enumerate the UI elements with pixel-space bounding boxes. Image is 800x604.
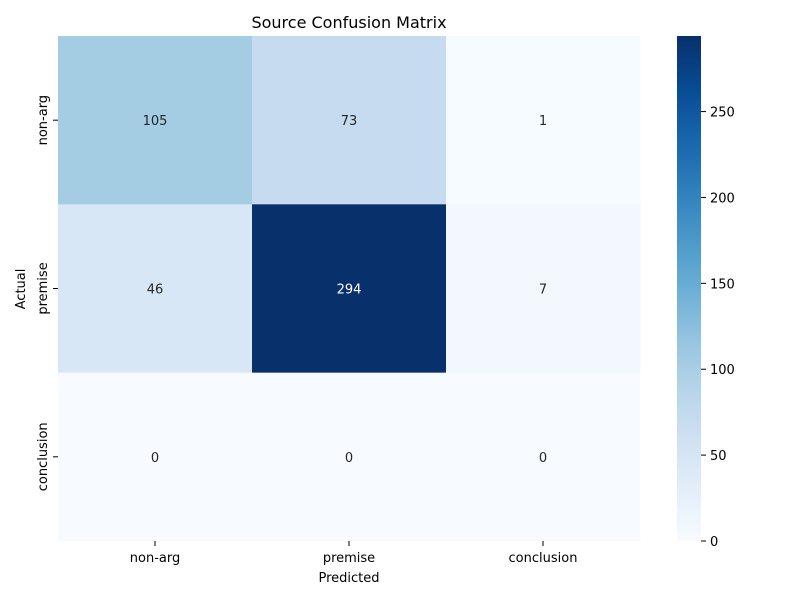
colorbar-tick-label: 0: [710, 535, 718, 550]
heatmap-cell: [58, 204, 253, 374]
chart-title: Source Confusion Matrix: [251, 13, 446, 32]
cell-value-label: 73: [341, 114, 358, 129]
cell-value-label: 0: [539, 451, 547, 466]
cell-value-label: 294: [337, 282, 362, 297]
colorbar-tick-label: 250: [710, 106, 735, 121]
x-tick-label: premise: [323, 551, 375, 566]
x-tick-label: non-arg: [130, 551, 180, 566]
heatmap-cell: [58, 372, 253, 542]
y-tick-label: conclusion: [36, 422, 51, 491]
x-tick-label: conclusion: [509, 551, 578, 566]
cell-value-label: 7: [539, 282, 547, 297]
y-axis-label: Actual: [14, 269, 29, 310]
cell-value-label: 0: [151, 451, 159, 466]
heatmap-cell: [446, 372, 641, 542]
y-tick-label: premise: [36, 262, 51, 314]
heatmap-cell: [58, 36, 253, 205]
cell-value-label: 0: [345, 451, 353, 466]
y-tick-label: non-arg: [36, 95, 51, 145]
colorbar-gradient: [677, 36, 701, 541]
heatmap-cell: [252, 372, 447, 542]
heatmap-cell: [252, 36, 447, 205]
cell-value-label: 105: [143, 114, 168, 129]
colorbar-tick-label: 100: [710, 363, 735, 378]
cell-value-label: 46: [147, 282, 164, 297]
x-axis-label: Predicted: [318, 571, 379, 586]
colorbar-tick-label: 150: [710, 277, 735, 292]
cell-value-labels: 105 73 1 46 294 7 0 0 0: [143, 114, 548, 466]
heatmap-cells: [58, 36, 641, 542]
cell-value-label: 1: [539, 114, 547, 129]
heatmap-cell: [446, 36, 641, 205]
x-axis: non-arg premise conclusion: [130, 540, 578, 566]
colorbar-tick-label: 50: [710, 449, 727, 464]
colorbar: 0 50 100 150 200 250: [677, 36, 735, 550]
heatmap-cell: [446, 204, 641, 374]
colorbar-tick-label: 200: [710, 191, 735, 206]
y-axis: non-arg premise conclusion: [36, 95, 58, 491]
heatmap-cell: [252, 204, 447, 374]
